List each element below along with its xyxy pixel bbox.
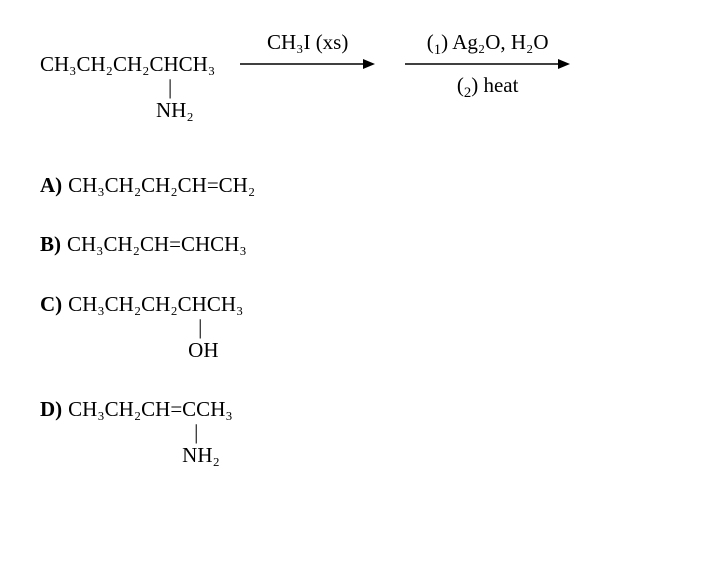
reagent-2-bot: (2) heat xyxy=(457,73,519,98)
answer-c-formula: CH₃CH₂CH₂CHCH₃ xyxy=(68,292,243,317)
letter-a: A) xyxy=(40,173,62,198)
indent xyxy=(68,443,182,468)
indent xyxy=(68,338,188,363)
answer-c: C) CH₃CH₂CH₂CHCH₃ | OH xyxy=(40,292,674,363)
reagent-2-top: (1) Ag₂O, H₂O xyxy=(427,30,549,55)
answer-d: D) CH₃CH₂CH=CCH₃ | NH₂ xyxy=(40,397,674,468)
answer-b: B) CH₃CH₂CH=CHCH₃ xyxy=(40,232,674,257)
spacer-label xyxy=(305,73,310,98)
answer-d-bond: | xyxy=(194,422,198,443)
letter-c: C) xyxy=(40,292,62,317)
answer-d-formula: CH₃CH₂CH=CCH₃ xyxy=(68,397,233,422)
indent xyxy=(40,77,168,98)
indent xyxy=(68,422,194,443)
reactant-sub: NH₂ xyxy=(156,98,194,123)
reactant: CH₃CH₂CH₂CHCH₃ | NH₂ xyxy=(40,52,215,123)
reactant-main: CH₃CH₂CH₂CHCH₃ xyxy=(40,52,215,77)
arrow-1-svg xyxy=(240,57,375,71)
answer-c-bond: | xyxy=(198,317,202,338)
reagent-1-label: CH₃I (xs) xyxy=(267,30,348,55)
letter-d: D) xyxy=(40,397,62,422)
reactant-bond: | xyxy=(168,77,172,98)
reaction-scheme: CH₃CH₂CH₂CHCH₃ | NH₂ CH₃I (xs) (1) Ag₂O,… xyxy=(40,30,674,123)
answer-a: A) CH₃CH₂CH₂CH=CH₂ xyxy=(40,173,674,198)
indent xyxy=(68,317,198,338)
answer-c-sub: OH xyxy=(188,338,218,363)
arrow-2: (1) Ag₂O, H₂O (2) heat xyxy=(405,30,570,98)
answer-a-formula: CH₃CH₂CH₂CH=CH₂ xyxy=(68,173,255,198)
arrow-2-svg xyxy=(405,57,570,71)
answer-d-sub: NH₂ xyxy=(182,443,220,468)
letter-b: B) xyxy=(40,232,61,257)
indent xyxy=(40,98,156,123)
answer-b-formula: CH₃CH₂CH=CHCH₃ xyxy=(67,232,247,257)
arrow-1: CH₃I (xs) xyxy=(240,30,375,98)
